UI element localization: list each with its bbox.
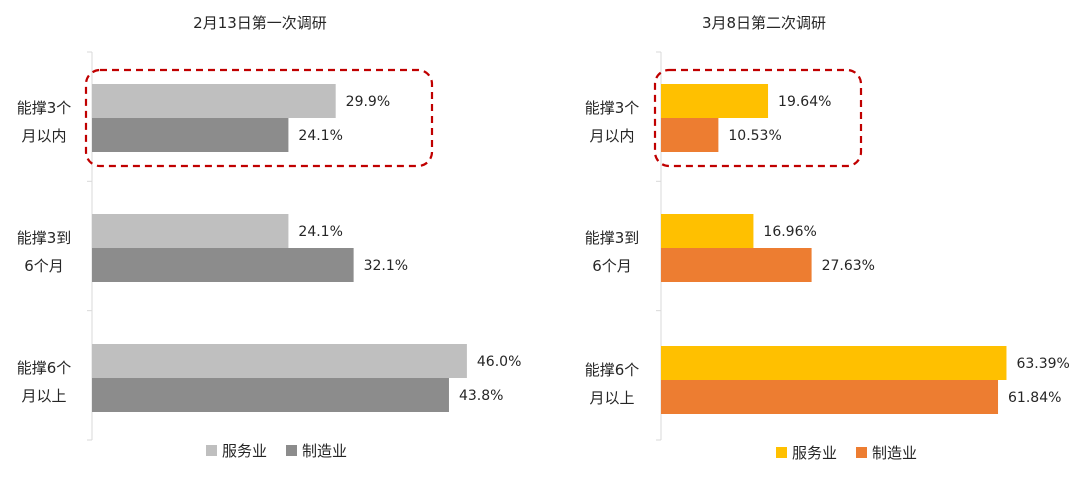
category-label: 6个月 — [592, 257, 632, 275]
legend-label: 服务业 — [792, 444, 837, 462]
bar-service-1 — [661, 84, 769, 118]
legend-label: 制造业 — [872, 444, 917, 462]
category-label: 能撑6个 — [17, 359, 72, 377]
highlight-dashed-box — [84, 68, 434, 168]
category-label: 月以内 — [589, 127, 634, 145]
bar-service-2 — [661, 214, 754, 248]
bar-service-1 — [92, 84, 336, 118]
bar-manufacturing-2 — [661, 248, 812, 282]
highlight-dashed-box — [653, 68, 863, 168]
category-label: 月以内 — [21, 127, 66, 145]
category-label: 月以上 — [21, 387, 66, 405]
legend-swatch — [286, 445, 297, 456]
legend-swatch — [776, 447, 787, 458]
category-label: 能撑3到 — [585, 229, 640, 247]
data-label: 61.84% — [1008, 390, 1061, 406]
data-label: 10.53% — [728, 128, 781, 144]
bar-service-3 — [92, 344, 467, 378]
category-label: 月以上 — [589, 389, 634, 407]
category-label: 能撑3到 — [17, 229, 72, 247]
bar-manufacturing-1 — [92, 118, 289, 152]
data-label: 43.8% — [459, 388, 503, 404]
data-label: 27.63% — [822, 258, 875, 274]
category-label: 6个月 — [24, 257, 64, 275]
data-label: 19.64% — [778, 94, 831, 110]
bar-manufacturing-1 — [661, 118, 719, 152]
category-label: 能撑3个 — [585, 99, 640, 117]
data-label: 24.1% — [298, 224, 342, 240]
bar-service-2 — [92, 214, 289, 248]
data-label: 16.96% — [763, 224, 816, 240]
bar-manufacturing-2 — [92, 248, 354, 282]
data-label: 29.9% — [346, 94, 390, 110]
bar-manufacturing-3 — [661, 380, 999, 414]
category-label: 能撑6个 — [585, 361, 640, 379]
legend-label: 制造业 — [302, 442, 347, 460]
data-label: 63.39% — [1016, 356, 1069, 372]
data-label: 24.1% — [298, 128, 342, 144]
chart-title: 3月8日第二次调研 — [702, 14, 826, 32]
legend-label: 服务业 — [222, 442, 267, 460]
bar-service-3 — [661, 346, 1007, 380]
data-label: 32.1% — [364, 258, 408, 274]
bar-manufacturing-3 — [92, 378, 449, 412]
legend-swatch — [856, 447, 867, 458]
category-label: 能撑3个 — [17, 99, 72, 117]
data-label: 46.0% — [477, 354, 521, 370]
legend-swatch — [206, 445, 217, 456]
chart-title: 2月13日第一次调研 — [193, 14, 327, 32]
